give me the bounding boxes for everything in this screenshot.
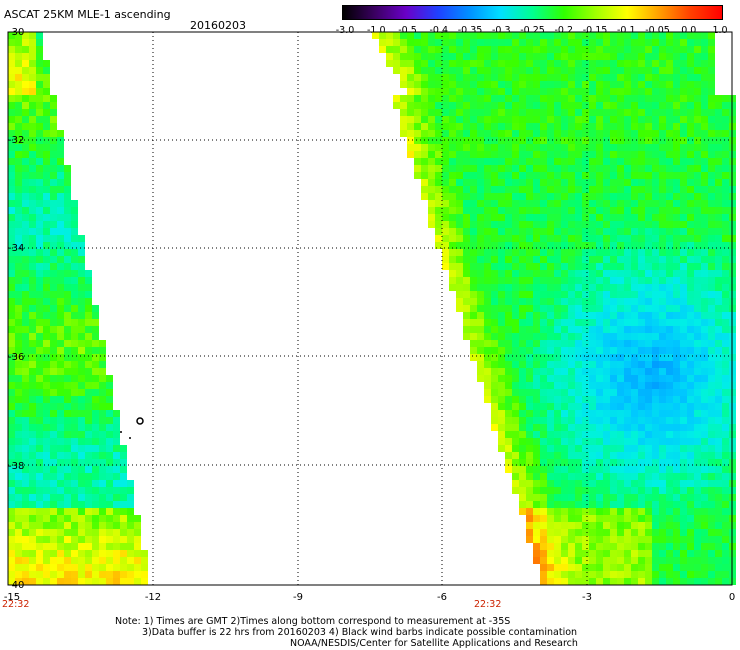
time-label-middle: 22:32	[474, 599, 502, 610]
islet-icon	[120, 431, 122, 433]
y-tick-label: -34	[8, 243, 25, 254]
swath-data	[8, 32, 736, 585]
x-tick-label: 0	[728, 592, 736, 603]
colorbar-label: -0.05	[645, 25, 670, 36]
colorbar	[342, 5, 723, 20]
y-tick-label: -38	[8, 461, 25, 472]
colorbar-label: -0.4	[429, 25, 449, 36]
island-icon	[136, 417, 144, 425]
time-label-left: 22:32	[2, 599, 30, 610]
x-tick-label: -3	[582, 592, 592, 603]
colorbar-label: -0.35	[457, 25, 483, 36]
x-tick-label: -12	[144, 592, 162, 603]
y-tick-label: -30	[8, 27, 25, 38]
x-tick-label: -15	[3, 592, 21, 603]
colorbar-label: -0.5	[398, 25, 417, 36]
map-date: 20160203	[190, 19, 246, 32]
map-title: ASCAT 25KM MLE-1 ascending	[4, 8, 171, 21]
x-tick-label: -9	[293, 592, 303, 603]
island-marker	[120, 417, 144, 439]
colorbar-label: 0.0	[681, 25, 697, 36]
colorbar-label: -3.0	[335, 25, 355, 36]
note-line-1: Note: 1) Times are GMT 2)Times along bot…	[115, 616, 511, 627]
colorbar-label: -0.1	[616, 25, 636, 36]
islet-icon	[129, 437, 131, 439]
colorbar-label: -0.25	[520, 25, 545, 36]
colorbar-label: -0.15	[582, 25, 608, 36]
y-tick-label: -32	[8, 135, 25, 146]
swath-map	[7, 31, 736, 586]
colorbar-label: -0.2	[554, 25, 574, 36]
colorbar-label: 1.0	[712, 25, 728, 36]
colorbar-label: -0.3	[491, 25, 511, 36]
x-tick-label: -6	[437, 592, 447, 603]
grid-lines	[8, 32, 732, 585]
y-tick-label: -36	[8, 352, 25, 363]
y-tick-label: -40	[8, 580, 25, 591]
note-line-3: NOAA/NESDIS/Center for Satellite Applica…	[290, 638, 578, 649]
note-line-2: 3)Data buffer is 22 hrs from 20160203 4)…	[142, 627, 578, 638]
colorbar-label: -1.0	[366, 25, 386, 36]
